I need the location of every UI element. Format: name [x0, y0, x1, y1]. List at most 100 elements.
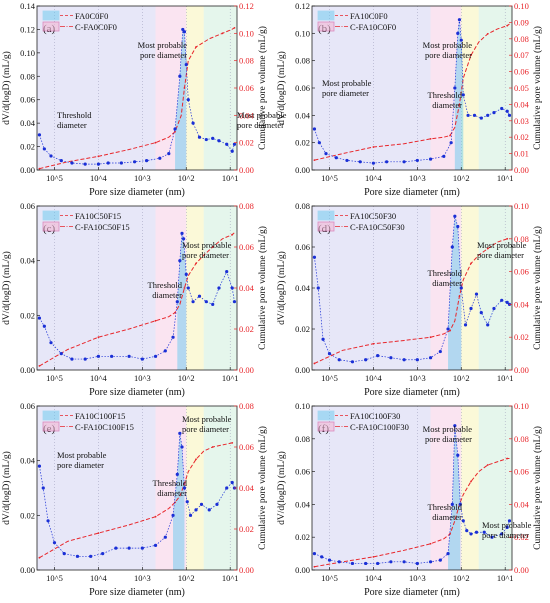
differential-point	[442, 154, 446, 158]
y-left-tick-label: 0.06	[295, 467, 310, 477]
differential-point	[402, 560, 406, 564]
differential-point	[178, 74, 182, 78]
differential-point	[500, 532, 504, 536]
differential-line	[314, 425, 510, 564]
cumulative-point	[195, 46, 197, 48]
differential-point	[75, 554, 80, 558]
differential-point	[140, 546, 144, 550]
y-left-tick-label: 0.04	[20, 118, 36, 128]
chart-panel: 0.00 0.02 0.04 0.06 0.08 0.00 0.02 0.04 0.06 0.08…	[276, 201, 543, 398]
y-left-axis-title: dV/d(logD) (mL/g)	[276, 251, 287, 325]
cumulative-point	[154, 319, 157, 322]
chart-panel: 0.00 0.02 0.04 0.06 0.08 0.10 0.00 0.02 0.04 0.06…	[276, 401, 543, 598]
y-left-tick-label: 0.10	[20, 48, 35, 58]
y-left-tick-label: 0.08	[295, 56, 310, 66]
y-right-tick-label: 0.04	[514, 299, 530, 309]
y-left-tick-label: 0.04	[295, 110, 311, 120]
legend-item: FA10C100F30	[350, 411, 400, 421]
legend-swatch	[317, 210, 335, 221]
peak-fill	[454, 19, 464, 170]
cumulative-point	[313, 565, 316, 568]
cumulative-point	[195, 262, 197, 265]
differential-point	[184, 62, 188, 67]
differential-point	[312, 127, 317, 131]
y-left-tick-label: 0.10	[295, 28, 310, 38]
differential-point	[350, 561, 355, 566]
legend-item: C-FA10C100F30	[350, 422, 409, 432]
y-left-tick-label: 0.00	[20, 165, 35, 175]
annotation: Most probable pore diameter	[423, 40, 473, 60]
annotation: Most probable pore diameter	[57, 450, 107, 470]
differential-point	[167, 152, 171, 156]
differential-point	[70, 161, 74, 165]
differential-point	[446, 327, 450, 331]
differential-point	[438, 349, 442, 354]
y-right-tick-label: 0.06	[514, 267, 529, 277]
differential-point	[178, 259, 182, 263]
y-right-tick-label: 0.04	[514, 99, 530, 109]
differential-point	[185, 500, 189, 504]
y-right-tick-label: 0.02	[239, 138, 254, 148]
differential-point	[385, 160, 389, 164]
cumulative-point	[372, 342, 375, 345]
y-right-tick-label: 0.08	[514, 434, 529, 444]
x-tick-label: 10^5	[321, 373, 338, 383]
legend-item: FA0C0F0	[75, 11, 108, 21]
legend-swatch	[317, 421, 335, 432]
annotation: Most probable pore diameter	[477, 240, 527, 260]
y-left-tick-label: 0.00	[295, 165, 310, 175]
chart-panel: 0.00 0.02 0.04 0.06 0.00 0.02 0.04 0.06 0.08 10^5…	[1, 201, 268, 398]
differential-point	[217, 139, 221, 143]
y-left-axis-title: dV/d(logD) (mL/g)	[1, 451, 12, 525]
pore-zone	[461, 206, 479, 370]
legend-swatch	[317, 21, 335, 32]
differential-point	[182, 30, 187, 34]
legend-swatch	[42, 210, 60, 221]
y-right-tick-label: 0.00	[239, 165, 254, 175]
chart-panel: 0.00 0.02 0.04 0.06 0.08 0.10 0.12 0.14 0.00 0.02…	[1, 1, 287, 198]
annotation: Threshold diameter	[428, 268, 463, 288]
differential-point	[492, 111, 496, 115]
y-right-tick-label: 0.06	[514, 67, 529, 77]
differential-point	[114, 546, 118, 550]
differential-point	[402, 358, 406, 362]
cumulative-point	[38, 556, 41, 559]
y-right-tick-label: 0.09	[514, 17, 529, 27]
y-right-tick-label: 0.05	[514, 83, 529, 93]
differential-point	[458, 502, 462, 506]
differential-line	[314, 19, 510, 164]
differential-point	[500, 106, 504, 111]
y-right-tick-label: 0.08	[239, 56, 254, 66]
cumulative-point	[97, 336, 100, 339]
x-tick-label: 10^2	[178, 373, 195, 383]
y-left-tick-label: 0.00	[20, 565, 35, 575]
differential-point	[324, 152, 328, 156]
y-left-tick-label: 0.02	[295, 532, 310, 542]
legend-item: C-FA10C0F0	[350, 22, 396, 32]
differential-point	[469, 532, 473, 536]
differential-point	[505, 300, 509, 304]
legend-swatch	[317, 221, 335, 232]
pore-zone	[478, 406, 512, 570]
differential-point	[320, 555, 324, 559]
differential-point	[217, 286, 221, 290]
differential-point	[449, 141, 453, 145]
differential-point	[492, 306, 496, 311]
x-axis-title: Pore size diameter (nm)	[364, 187, 460, 198]
differential-point	[415, 561, 419, 566]
y-left-tick-label: 0.08	[295, 434, 310, 444]
cumulative-point	[506, 457, 509, 460]
cumulative-point	[470, 54, 472, 57]
differential-point	[232, 142, 237, 146]
differential-point	[153, 543, 158, 547]
differential-point	[428, 356, 433, 360]
y-left-tick-label: 0.02	[295, 138, 310, 148]
differential-point	[171, 513, 175, 517]
annotation: Most probable pore diameter	[482, 520, 532, 540]
y-right-tick-label: 0.10	[514, 401, 529, 411]
annotation: Threshold diameter	[148, 280, 183, 300]
differential-point	[89, 554, 93, 558]
differential-point	[59, 159, 63, 163]
x-tick-label: 10^3	[409, 173, 426, 183]
